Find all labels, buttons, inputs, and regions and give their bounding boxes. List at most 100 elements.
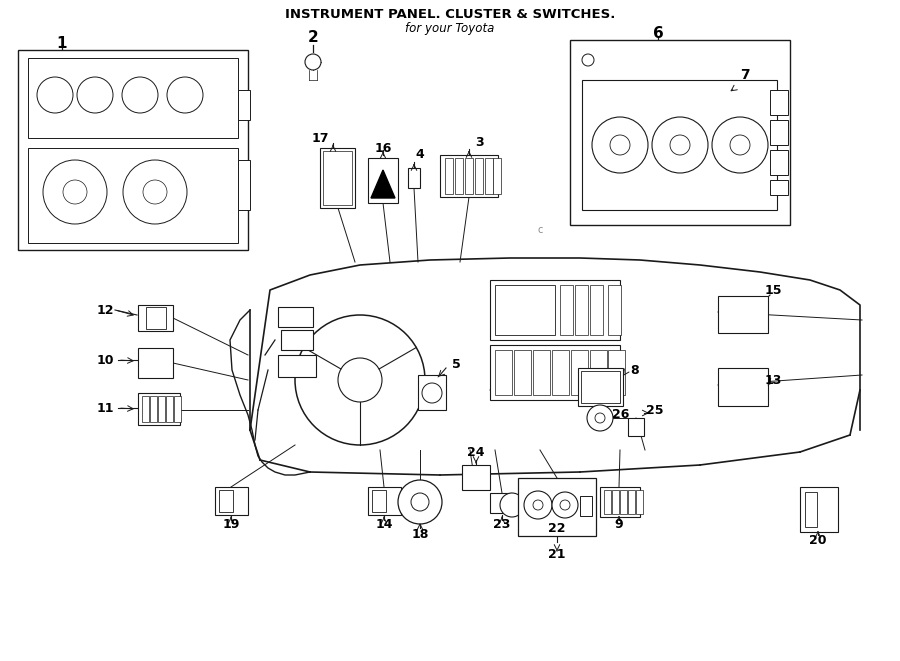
Text: INSTRUMENT PANEL. CLUSTER & SWITCHES.: INSTRUMENT PANEL. CLUSTER & SWITCHES. bbox=[284, 8, 616, 21]
Bar bbox=[770, 90, 788, 115]
Text: 13: 13 bbox=[764, 373, 782, 387]
Bar bbox=[455, 158, 463, 194]
Bar bbox=[174, 396, 181, 422]
Text: 14: 14 bbox=[375, 518, 392, 531]
Circle shape bbox=[712, 117, 768, 173]
Text: 7: 7 bbox=[740, 68, 750, 82]
Circle shape bbox=[43, 160, 107, 224]
Text: 8: 8 bbox=[631, 364, 639, 377]
Bar bbox=[418, 375, 446, 410]
Bar bbox=[628, 418, 644, 436]
Text: 1: 1 bbox=[57, 36, 68, 50]
Text: 21: 21 bbox=[548, 549, 566, 561]
Bar bbox=[138, 348, 173, 378]
Circle shape bbox=[533, 500, 543, 510]
Circle shape bbox=[652, 117, 708, 173]
Circle shape bbox=[77, 77, 113, 113]
Bar bbox=[490, 493, 512, 513]
Bar bbox=[608, 285, 621, 335]
Circle shape bbox=[500, 493, 524, 517]
Bar bbox=[278, 307, 313, 327]
Polygon shape bbox=[371, 170, 395, 198]
Bar bbox=[158, 396, 165, 422]
Bar bbox=[560, 285, 573, 335]
Bar bbox=[281, 330, 313, 350]
Bar bbox=[490, 345, 620, 400]
Bar bbox=[28, 58, 238, 138]
Bar bbox=[493, 158, 501, 194]
Circle shape bbox=[552, 492, 578, 518]
Bar bbox=[465, 158, 473, 194]
Bar bbox=[219, 490, 233, 512]
Bar bbox=[800, 487, 838, 532]
Bar bbox=[533, 350, 550, 395]
Bar bbox=[238, 90, 250, 120]
Bar bbox=[770, 120, 788, 145]
Bar bbox=[580, 496, 592, 516]
Bar bbox=[368, 487, 401, 515]
Bar bbox=[552, 350, 569, 395]
Bar bbox=[215, 487, 248, 515]
Bar bbox=[608, 350, 625, 395]
Bar bbox=[368, 158, 398, 203]
Bar bbox=[146, 307, 166, 329]
Text: 12: 12 bbox=[96, 303, 113, 317]
Circle shape bbox=[610, 135, 630, 155]
Bar bbox=[238, 160, 250, 210]
Bar bbox=[445, 158, 453, 194]
Text: 22: 22 bbox=[548, 522, 566, 535]
Text: 10: 10 bbox=[96, 354, 113, 366]
Bar bbox=[612, 490, 619, 514]
Bar bbox=[718, 368, 768, 406]
Bar bbox=[636, 490, 643, 514]
Text: 16: 16 bbox=[374, 141, 392, 155]
Circle shape bbox=[398, 480, 442, 524]
Bar bbox=[440, 155, 498, 197]
Circle shape bbox=[123, 160, 187, 224]
Circle shape bbox=[143, 180, 167, 204]
Bar bbox=[628, 490, 635, 514]
Bar bbox=[514, 350, 531, 395]
Bar bbox=[620, 490, 627, 514]
Bar bbox=[805, 492, 817, 527]
Text: 20: 20 bbox=[809, 533, 827, 547]
Text: 3: 3 bbox=[476, 137, 484, 149]
Circle shape bbox=[37, 77, 73, 113]
Bar bbox=[604, 490, 611, 514]
Circle shape bbox=[422, 383, 442, 403]
Text: 5: 5 bbox=[452, 358, 461, 371]
Bar bbox=[570, 40, 790, 225]
Bar bbox=[582, 80, 777, 210]
Circle shape bbox=[63, 180, 87, 204]
Circle shape bbox=[167, 77, 203, 113]
Circle shape bbox=[122, 77, 158, 113]
Bar bbox=[581, 371, 620, 403]
Circle shape bbox=[670, 135, 690, 155]
Bar bbox=[323, 151, 352, 205]
Bar bbox=[475, 158, 483, 194]
Bar bbox=[166, 396, 173, 422]
Text: 26: 26 bbox=[612, 408, 630, 422]
Bar bbox=[770, 180, 788, 195]
Text: 6: 6 bbox=[652, 26, 663, 40]
Text: 18: 18 bbox=[411, 529, 428, 541]
Circle shape bbox=[582, 54, 594, 66]
Bar bbox=[590, 350, 607, 395]
Text: for your Toyota: for your Toyota bbox=[405, 22, 495, 35]
Text: 9: 9 bbox=[615, 518, 624, 531]
Bar bbox=[495, 350, 512, 395]
Bar bbox=[770, 150, 788, 175]
Bar bbox=[590, 285, 603, 335]
Bar bbox=[490, 280, 620, 340]
Bar bbox=[142, 396, 149, 422]
Text: 25: 25 bbox=[646, 403, 664, 416]
Bar bbox=[320, 148, 355, 208]
Bar bbox=[18, 50, 248, 250]
Bar bbox=[600, 487, 640, 517]
Circle shape bbox=[305, 54, 321, 70]
Bar bbox=[495, 285, 555, 335]
Circle shape bbox=[587, 405, 613, 431]
Circle shape bbox=[560, 500, 570, 510]
Bar bbox=[462, 465, 490, 490]
Circle shape bbox=[524, 491, 552, 519]
